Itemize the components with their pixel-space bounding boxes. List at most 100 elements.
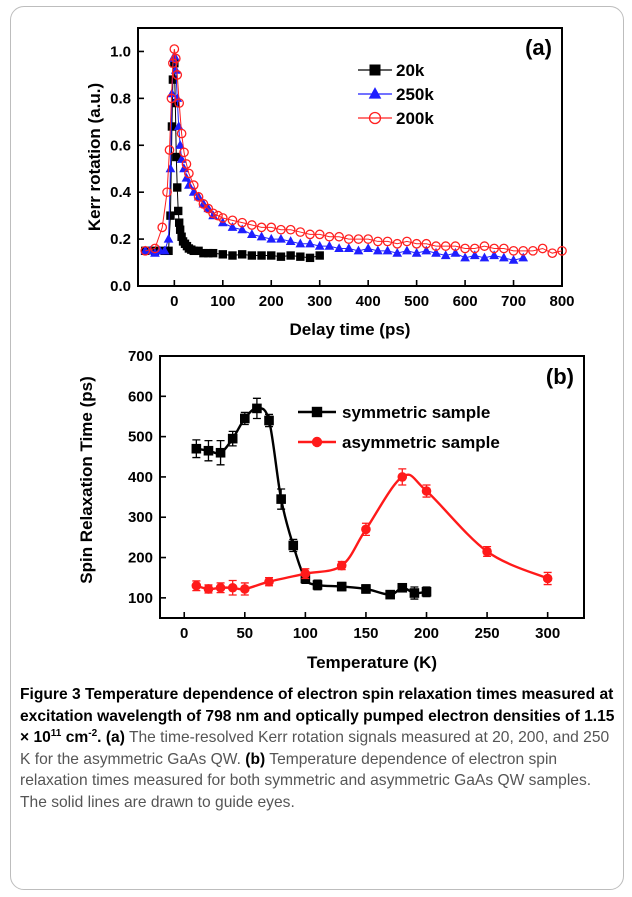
- chart-a-point-20k: [194, 246, 203, 256]
- chart-a-point-200k: [184, 168, 194, 179]
- chart-a-point-250k: [170, 64, 181, 74]
- chart-a-point-20k: [237, 250, 247, 259]
- chart-b-y-tick-label: 100: [128, 590, 153, 607]
- chart-a-point-200k: [150, 243, 160, 254]
- chart-a-point-200k: [266, 222, 277, 233]
- chart-a-x-tick-label: 500: [404, 293, 429, 310]
- chart-b-point-symmetric-sample: [215, 447, 226, 458]
- chart-a-point-250k: [382, 245, 393, 255]
- chart-a-point-200k: [402, 236, 412, 247]
- chart-a-point-200k: [479, 241, 490, 251]
- chart-b-point-symmetric-sample: [276, 494, 286, 504]
- chart-b-y-axis-label: Spin Relaxation Time (ps): [77, 376, 96, 584]
- chart-a-point-200k: [373, 236, 383, 247]
- chart-a-point-250k: [334, 243, 344, 253]
- chart-a-point-250k: [411, 247, 422, 257]
- chart-a-point-250k: [163, 233, 174, 243]
- chart-a-point-250k: [469, 250, 480, 260]
- chart-b-point-symmetric-sample: [264, 415, 274, 426]
- chart-a-point-200k: [353, 234, 364, 244]
- chart-a-point-250k: [431, 247, 441, 257]
- chart-b-point-asymmetric-sample: [361, 524, 371, 535]
- chart-b-plot-border: [159, 355, 585, 619]
- chart-a-panel-label: (a): [525, 35, 552, 60]
- chart-a-point-200k: [499, 243, 509, 254]
- chart-a-point-20k: [189, 246, 198, 256]
- chart-a-point-200k: [256, 222, 267, 233]
- chart-a-point-20k: [208, 248, 218, 258]
- chart-a-x-tick-label: 700: [501, 293, 526, 310]
- chart-a-point-20k: [315, 251, 324, 260]
- chart-a-y-tick-label: 0.8: [110, 90, 131, 107]
- chart-a-point-20k: [172, 152, 181, 162]
- chart-a-point-200k: [140, 245, 151, 256]
- chart-a-x-tick-label: 200: [259, 293, 284, 310]
- chart-a-y-tick-label: 1.0: [110, 43, 131, 60]
- chart-a-point-250k: [159, 245, 170, 255]
- chart-a-point-250k: [421, 245, 432, 255]
- chart-a-point-200k: [168, 58, 178, 69]
- chart-b-point-symmetric-sample: [336, 581, 347, 592]
- chart-a-point-200k: [237, 217, 248, 228]
- chart-a-point-200k: [170, 53, 181, 64]
- chart-a-point-20k: [164, 246, 173, 256]
- chart-a-point-20k: [267, 251, 276, 260]
- chart-a-x-tick-label: 800: [549, 293, 574, 310]
- chart-a-x-tick-label: 400: [356, 293, 381, 310]
- caption-b-label: (b): [245, 750, 266, 768]
- chart-b-legend-marker: [311, 406, 323, 418]
- chart-a-point-20k: [296, 252, 305, 261]
- chart-b-x-tick-label: 50: [236, 625, 253, 642]
- chart-b-legend-label: asymmetric sample: [342, 433, 500, 452]
- chart-a-point-20k: [175, 225, 185, 234]
- chart-a-point-200k: [164, 145, 175, 155]
- chart-a-point-200k: [276, 224, 286, 235]
- chart-a-point-20k: [247, 251, 257, 260]
- chart-a-point-200k: [162, 187, 172, 198]
- chart-a-x-tick-label: 300: [307, 293, 332, 310]
- chart-a-point-20k: [286, 251, 295, 260]
- caption-b-text: Temperature dependence of electron spin …: [20, 750, 592, 811]
- chart-b-point-symmetric-sample: [191, 443, 202, 454]
- chart-a-point-20k: [167, 122, 177, 131]
- chart-a-point-200k: [460, 243, 470, 254]
- chart-a-point-200k: [324, 231, 335, 242]
- chart-a-point-200k: [518, 245, 529, 256]
- chart-a-point-200k: [537, 243, 548, 254]
- chart-b-point-asymmetric-sample: [397, 472, 408, 482]
- chart-a-point-200k: [411, 238, 422, 249]
- chart-a-point-200k: [557, 245, 567, 256]
- chart-b-point-asymmetric-sample: [240, 584, 250, 594]
- chart-b-point-symmetric-sample: [312, 580, 323, 590]
- chart-b-point-symmetric-sample: [385, 589, 395, 600]
- chart-b-point-asymmetric-sample: [203, 584, 214, 594]
- chart-a-point-200k: [208, 208, 218, 219]
- chart-a-point-200k: [314, 229, 325, 240]
- chart-a-point-200k: [174, 98, 185, 108]
- chart-b-point-asymmetric-sample: [421, 486, 432, 496]
- chart-a-y-tick-label: 0.0: [110, 278, 131, 295]
- chart-b-point-symmetric-sample: [397, 582, 408, 593]
- chart-b-point-asymmetric-sample: [264, 576, 274, 587]
- chart-a-point-20k: [276, 252, 286, 261]
- caption-a-label: (a): [105, 729, 125, 746]
- chart-a-point-250k: [276, 233, 286, 243]
- chart-a-y-tick-label: 0.2: [110, 231, 131, 248]
- chart-a-point-200k: [179, 147, 189, 158]
- chart-a-point-20k: [177, 232, 186, 241]
- chart-b-point-asymmetric-sample: [215, 582, 226, 593]
- figure-frame: [10, 6, 624, 890]
- chart-b-x-tick-label: 300: [535, 625, 560, 642]
- chart-a-y-axis-label: Kerr rotation (a.u.): [85, 83, 104, 231]
- chart-a-legend-label: 200k: [396, 109, 434, 128]
- chart-a-point-250k: [499, 252, 509, 262]
- chart-a-point-200k: [489, 243, 500, 254]
- chart-a-point-250k: [305, 238, 315, 248]
- chart-a-legend-label: 20k: [396, 61, 425, 80]
- chart-b-point-asymmetric-sample: [336, 560, 347, 571]
- chart-a-x-axis-label: Delay time (ps): [290, 320, 411, 339]
- chart-a-point-200k: [450, 241, 461, 251]
- chart-a-point-20k: [173, 183, 182, 192]
- chart-a-point-250k: [266, 233, 277, 243]
- chart-a-point-250k: [184, 179, 194, 189]
